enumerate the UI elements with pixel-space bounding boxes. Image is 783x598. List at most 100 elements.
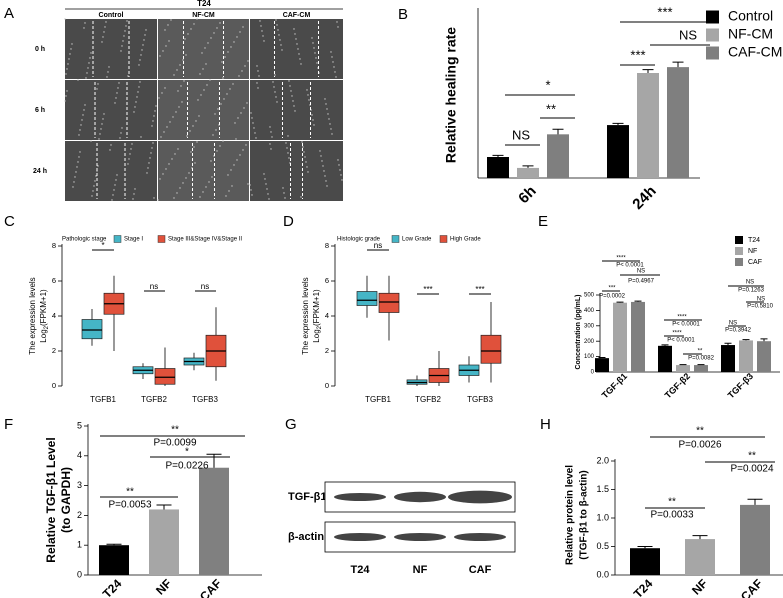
cell-speck: [161, 92, 163, 94]
cell-speck: [163, 131, 165, 133]
significance-label: P=0.0024: [730, 464, 774, 475]
cell-speck: [246, 102, 248, 104]
cell-speck: [289, 85, 291, 87]
cell-speck: [244, 65, 246, 67]
cell-speck: [153, 115, 155, 117]
cell-speck: [120, 132, 122, 134]
x-tick-label: 24h: [629, 183, 659, 213]
cell-speck: [308, 99, 310, 101]
error-bar: [692, 535, 708, 540]
cell-speck: [78, 156, 80, 158]
row-label: 0 h: [35, 46, 45, 53]
cell-speck: [171, 158, 173, 160]
y-tick-label: 6: [52, 276, 56, 285]
cell-speck: [72, 186, 74, 188]
cell-speck: [121, 45, 123, 47]
y-tick-label: 300: [584, 323, 595, 329]
cell-speck: [184, 38, 186, 40]
cell-speck: [179, 64, 181, 66]
cell-speck: [103, 113, 105, 115]
blot-row-label: β-actin: [288, 531, 324, 543]
cell-speck: [338, 164, 340, 166]
panel-letter: D: [283, 213, 294, 230]
cell-speck: [242, 149, 244, 151]
blot-column-label: NF: [413, 564, 428, 576]
cell-speck: [66, 90, 68, 92]
cell-speck: [307, 94, 309, 96]
y-tick-label: 200: [584, 339, 595, 345]
cell-speck: [193, 146, 195, 148]
cell-speck: [84, 22, 86, 24]
cell-speck: [139, 81, 141, 83]
cell-speck: [321, 160, 323, 162]
cell-speck: [205, 63, 207, 65]
cell-speck: [182, 182, 184, 184]
cell-speck: [169, 121, 171, 123]
cell-speck: [325, 180, 327, 182]
significance-label: NS: [512, 127, 530, 142]
cell-speck: [288, 80, 290, 82]
x-tick-label: TGF-β1: [600, 371, 629, 400]
blot-row-label: TGF-β1: [288, 491, 327, 503]
cell-speck: [287, 152, 289, 154]
significance-label: ****: [616, 256, 626, 262]
panel-letter: B: [398, 6, 408, 23]
cell-speck: [114, 102, 116, 104]
cell-speck: [322, 165, 324, 167]
cell-speck: [335, 76, 337, 78]
cell-speck: [74, 176, 76, 178]
cell-speck: [294, 110, 296, 112]
legend-swatch: [391, 235, 400, 243]
cell-speck: [323, 170, 325, 172]
micrograph: [250, 141, 343, 201]
x-tick-label: TGFB2: [141, 395, 167, 404]
error-bar: [616, 301, 624, 303]
error-bar: [724, 342, 732, 346]
cell-speck: [210, 160, 212, 162]
error-bar: [634, 300, 642, 302]
cell-speck: [143, 39, 145, 41]
cell-speck: [274, 91, 276, 93]
cell-speck: [99, 133, 101, 135]
cell-speck: [208, 181, 210, 183]
cell-speck: [293, 105, 295, 107]
significance-label: P=0.0026: [678, 440, 722, 451]
cell-speck: [264, 178, 266, 180]
cell-speck: [104, 26, 106, 28]
cell-speck: [326, 108, 328, 110]
significance-label: ****: [677, 315, 687, 321]
cell-speck: [119, 137, 121, 139]
box: [154, 368, 176, 385]
cell-speck: [336, 21, 338, 23]
cell-speck: [245, 144, 247, 146]
cell-speck: [212, 134, 214, 136]
cell-speck: [173, 197, 175, 199]
significance-label: *: [545, 77, 550, 92]
cell-speck: [329, 123, 331, 125]
bar: [721, 345, 735, 372]
cell-speck: [125, 25, 127, 27]
cell-speck: [330, 128, 332, 130]
cell-speck: [300, 63, 302, 65]
bar: [637, 73, 659, 178]
micrograph: [158, 19, 249, 79]
cell-speck: [118, 82, 120, 84]
y-axis-label: The expression levels: [28, 277, 37, 354]
significance-label: ***: [475, 285, 484, 294]
cell-speck: [103, 31, 105, 33]
error-bar: [522, 165, 534, 168]
significance-label: P=0.5810: [747, 304, 774, 310]
significance-label: NS: [679, 27, 697, 42]
y-tick-label: 0: [52, 381, 56, 390]
cell-speck: [239, 154, 241, 156]
x-tick-label: TGFB1: [365, 395, 391, 404]
cell-speck: [241, 70, 243, 72]
cell-speck: [319, 150, 321, 152]
error-bar: [552, 128, 564, 135]
cell-speck: [151, 125, 153, 127]
cell-speck: [274, 74, 276, 76]
cell-speck: [232, 83, 234, 85]
cell-speck: [190, 151, 192, 153]
legend-title: Histologic grade: [337, 237, 381, 243]
bar: [517, 167, 539, 178]
